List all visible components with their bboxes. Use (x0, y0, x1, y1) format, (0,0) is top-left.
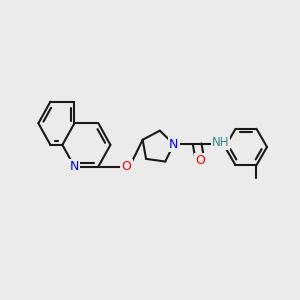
Text: N: N (70, 160, 79, 173)
Text: NH: NH (212, 136, 229, 149)
Text: N: N (169, 138, 178, 151)
Text: O: O (122, 160, 131, 173)
Text: O: O (195, 154, 205, 167)
